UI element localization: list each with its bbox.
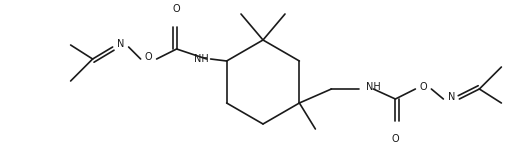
- Text: O: O: [145, 52, 152, 62]
- Text: O: O: [173, 4, 180, 14]
- Text: N: N: [447, 92, 455, 102]
- Text: NH: NH: [366, 82, 381, 92]
- Text: O: O: [419, 82, 427, 92]
- Text: NH: NH: [194, 54, 209, 64]
- Text: N: N: [117, 39, 124, 49]
- Text: O: O: [392, 134, 399, 144]
